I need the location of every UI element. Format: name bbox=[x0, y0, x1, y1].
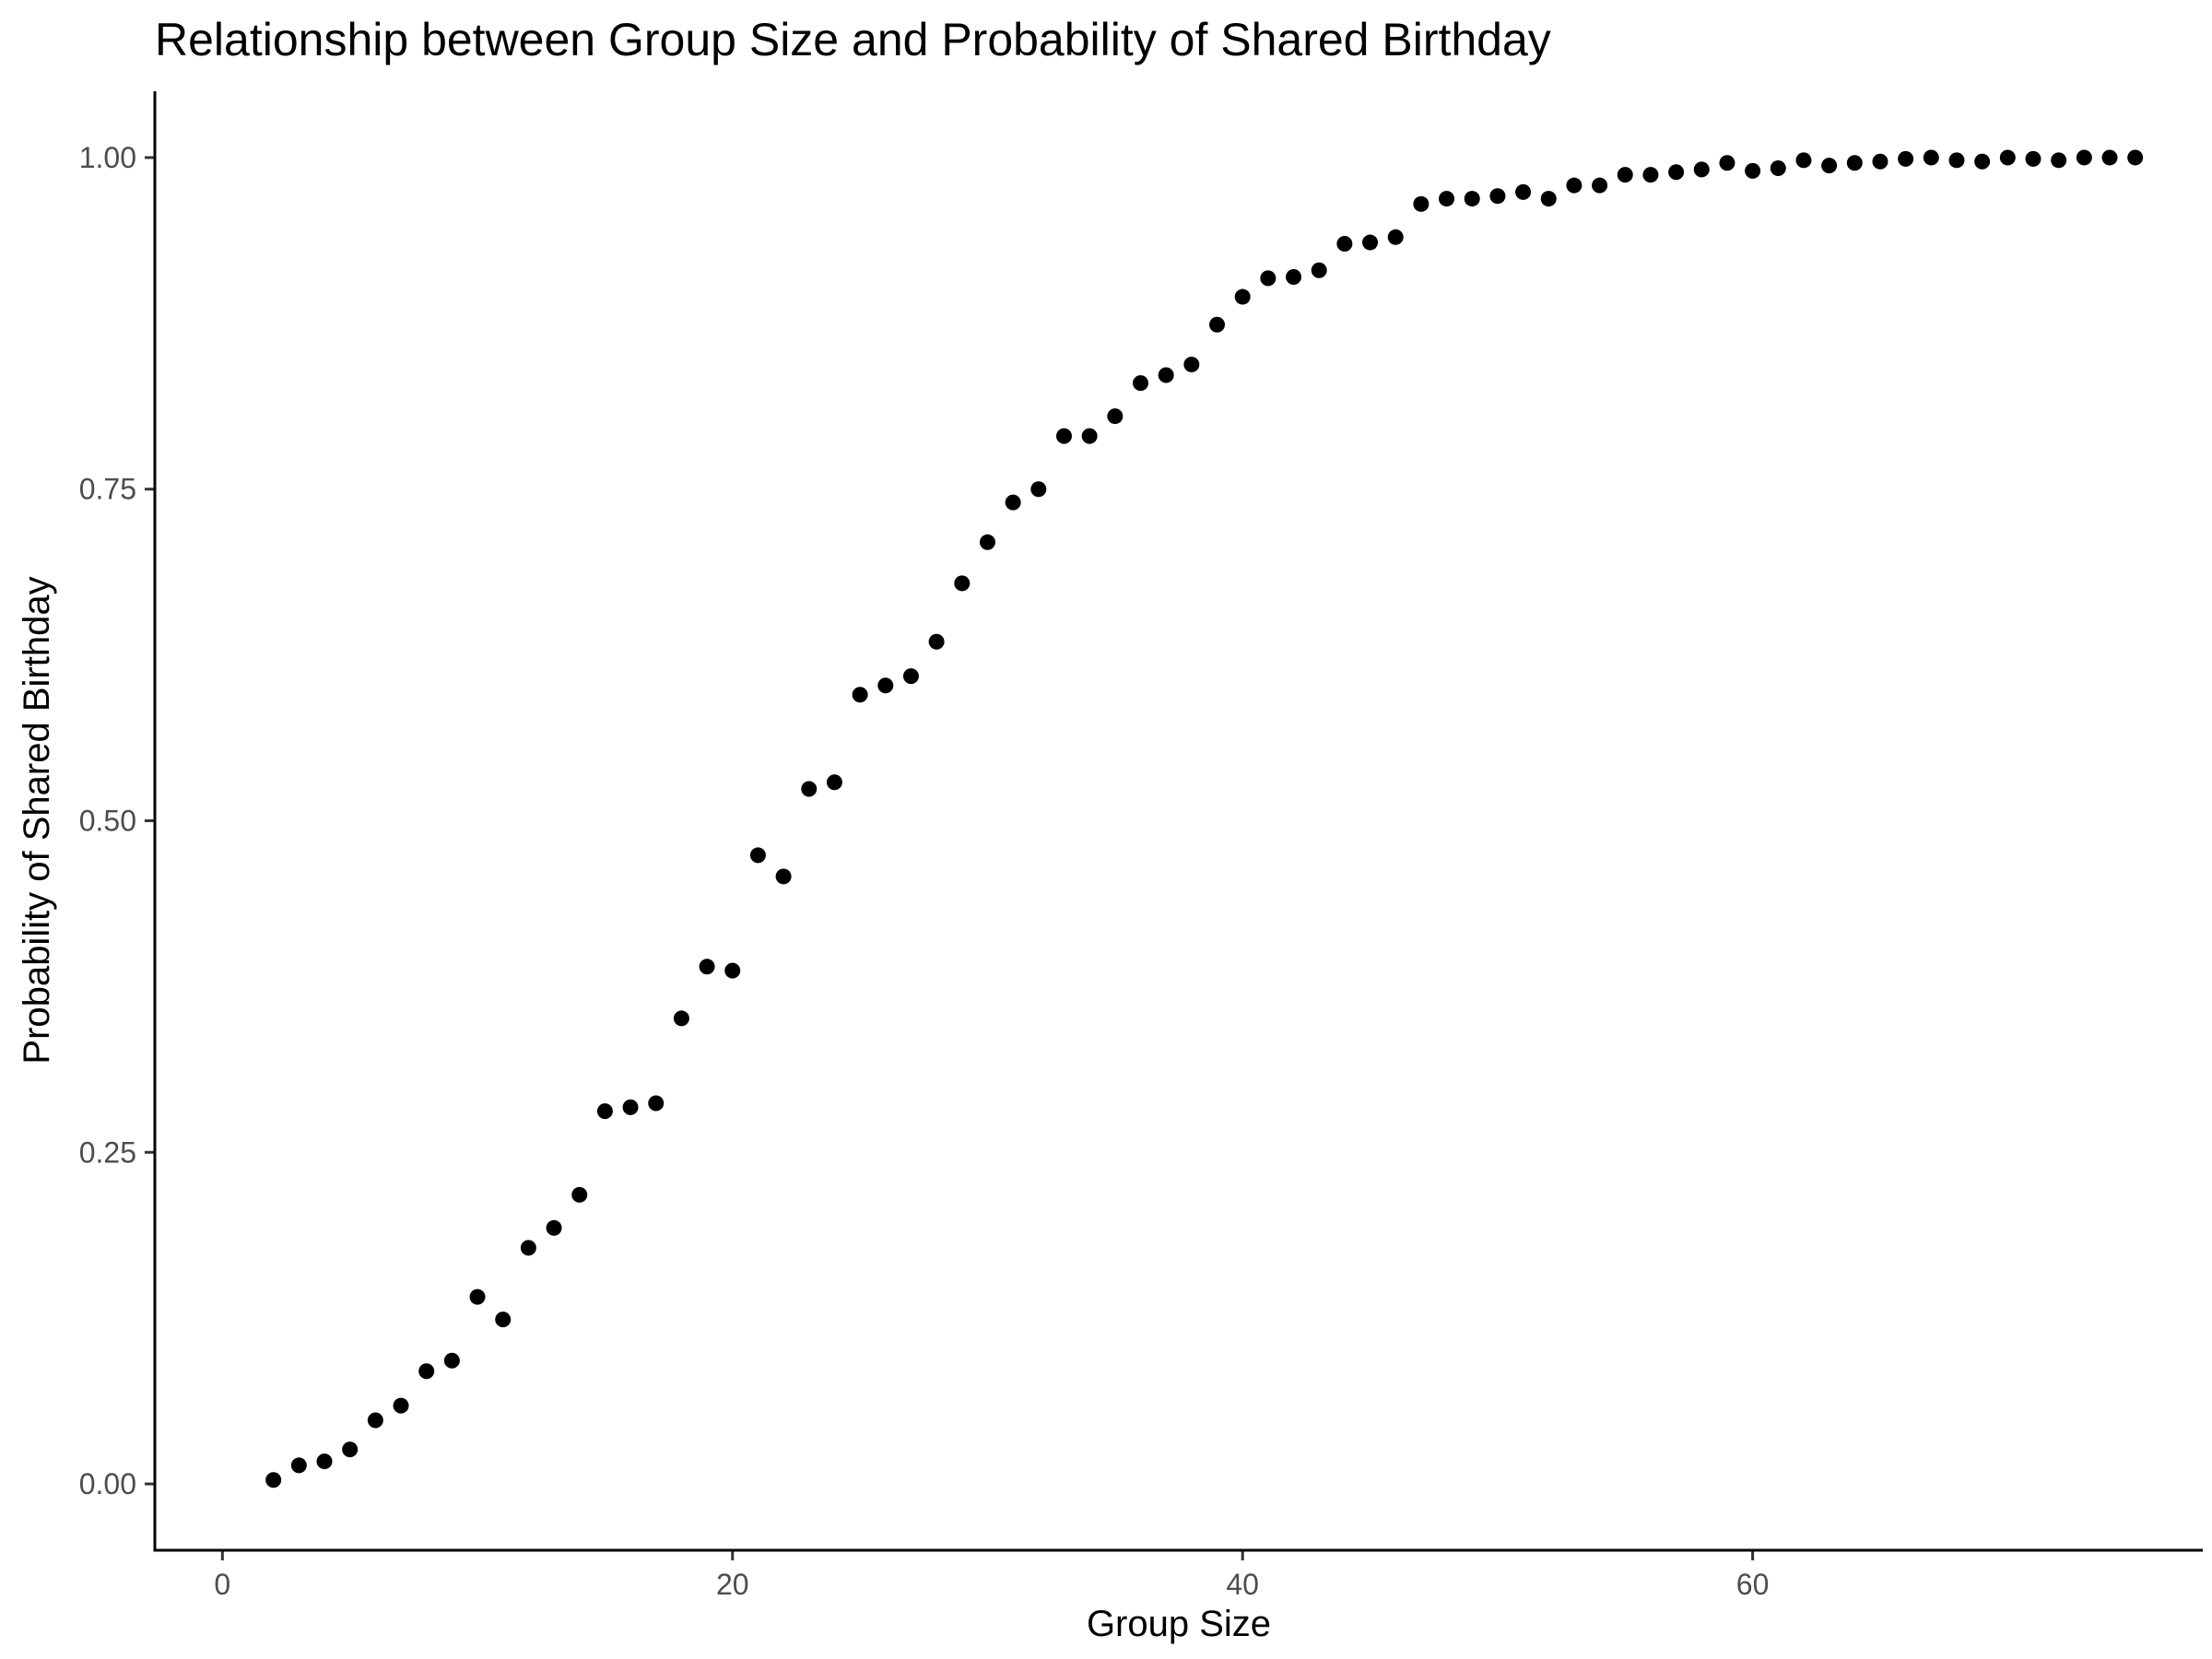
data-point bbox=[902, 668, 919, 685]
data-point bbox=[1107, 408, 1124, 425]
data-point bbox=[342, 1441, 359, 1458]
data-point bbox=[1540, 191, 1557, 207]
data-point bbox=[1719, 155, 1735, 171]
data-point bbox=[1617, 167, 1633, 183]
data-points bbox=[265, 149, 2144, 1488]
y-tick-label: 0.50 bbox=[79, 805, 136, 838]
data-point bbox=[1158, 367, 1174, 383]
data-point bbox=[443, 1352, 460, 1369]
data-point bbox=[1234, 288, 1251, 305]
x-axis-label: Group Size bbox=[1087, 1604, 1271, 1644]
data-point bbox=[1693, 161, 1710, 178]
data-point bbox=[1464, 191, 1480, 207]
data-point bbox=[367, 1412, 383, 1429]
x-tick-label: 0 bbox=[214, 1568, 230, 1601]
data-point bbox=[1183, 356, 1200, 372]
data-point bbox=[648, 1095, 665, 1112]
data-point bbox=[1642, 167, 1659, 183]
data-point bbox=[1515, 183, 1532, 200]
data-point bbox=[622, 1099, 639, 1115]
data-point bbox=[699, 959, 715, 975]
data-point bbox=[1209, 316, 1226, 333]
data-point bbox=[1439, 191, 1455, 207]
x-tick-label: 20 bbox=[716, 1568, 749, 1601]
y-tick-label: 0.25 bbox=[79, 1135, 136, 1169]
data-point bbox=[469, 1288, 486, 1305]
data-point bbox=[265, 1472, 282, 1488]
data-point bbox=[1005, 494, 1021, 511]
data-point bbox=[1566, 177, 1583, 194]
data-point bbox=[1387, 229, 1404, 245]
data-point bbox=[877, 677, 894, 694]
data-point bbox=[1999, 149, 2016, 166]
data-point bbox=[571, 1186, 588, 1203]
data-point bbox=[928, 633, 945, 650]
data-point bbox=[1948, 152, 1965, 169]
data-point bbox=[418, 1363, 435, 1380]
data-point bbox=[1668, 164, 1685, 181]
data-point bbox=[954, 575, 971, 592]
data-point bbox=[1846, 155, 1863, 171]
data-point bbox=[2101, 149, 2118, 166]
y-axis-label: Probability of Shared Birthday bbox=[17, 576, 57, 1064]
data-point bbox=[1795, 152, 1812, 169]
data-point bbox=[1770, 159, 1786, 176]
data-point bbox=[775, 868, 792, 885]
data-point bbox=[1362, 234, 1379, 251]
data-point bbox=[1081, 428, 1098, 444]
data-point bbox=[979, 534, 995, 550]
data-point bbox=[2127, 149, 2144, 166]
data-point bbox=[393, 1397, 409, 1414]
data-point bbox=[1260, 270, 1277, 287]
data-point bbox=[1030, 481, 1047, 498]
data-point bbox=[1055, 428, 1072, 444]
data-point bbox=[1821, 158, 1838, 174]
data-point bbox=[2051, 152, 2067, 169]
y-tick-label: 1.00 bbox=[79, 141, 136, 174]
data-point bbox=[1898, 150, 1914, 167]
data-point bbox=[1745, 162, 1761, 179]
data-point bbox=[1592, 177, 1608, 194]
y-tick-label: 0.75 bbox=[79, 473, 136, 506]
data-point bbox=[520, 1240, 536, 1256]
data-point bbox=[495, 1312, 512, 1328]
data-point bbox=[673, 1010, 689, 1027]
data-point bbox=[1132, 375, 1148, 392]
data-point bbox=[316, 1453, 333, 1470]
data-point bbox=[1872, 153, 1888, 170]
data-point bbox=[1286, 268, 1302, 285]
data-point bbox=[852, 687, 868, 703]
data-point bbox=[2076, 149, 2092, 166]
data-point bbox=[546, 1219, 562, 1236]
data-point bbox=[596, 1103, 613, 1120]
x-tick-label: 40 bbox=[1226, 1568, 1259, 1601]
data-point bbox=[1413, 195, 1430, 212]
data-point bbox=[1336, 235, 1353, 252]
axis-ticks: 0 20 40 60 0.00 0.25 0.50 0.75 1.00 bbox=[79, 141, 1770, 1601]
data-point bbox=[290, 1457, 307, 1474]
data-point bbox=[1923, 149, 1939, 166]
data-point bbox=[826, 774, 842, 791]
data-point bbox=[1974, 153, 1991, 170]
data-point bbox=[724, 962, 741, 979]
data-point bbox=[1489, 188, 1506, 205]
data-point bbox=[801, 781, 818, 797]
data-point bbox=[749, 847, 766, 864]
data-point bbox=[1311, 262, 1327, 278]
x-tick-label: 60 bbox=[1736, 1568, 1770, 1601]
y-tick-label: 0.00 bbox=[79, 1467, 136, 1500]
data-point bbox=[2025, 150, 2041, 167]
chart-title: Relationship between Group Size and Prob… bbox=[155, 14, 1551, 65]
